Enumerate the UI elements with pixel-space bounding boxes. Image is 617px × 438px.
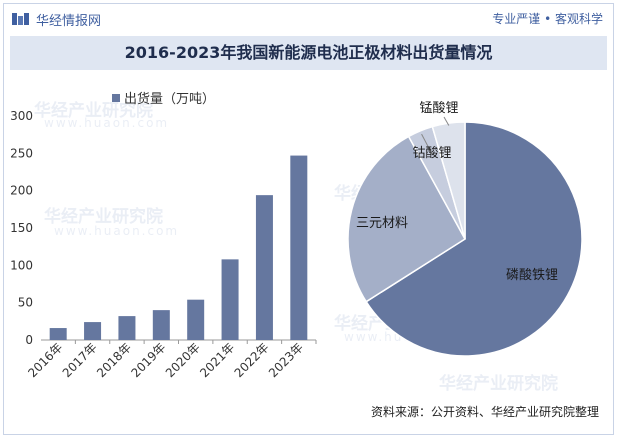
source-note: 资料来源：公开资料、华经产业研究院整理 [370, 405, 599, 419]
bar [118, 316, 136, 340]
bar-chart: 0501001502002503002016年2017年2018年2019年20… [10, 109, 317, 380]
pie-leader-line [443, 116, 450, 126]
y-tick-label: 50 [18, 296, 33, 310]
bar [187, 299, 205, 340]
chart-frame: 华经情报网 专业严谨 • 客观科学 2016-2023年我国新能源电池正极材料出… [3, 3, 614, 435]
pie-leader-line [421, 133, 433, 155]
y-tick-label: 100 [10, 258, 33, 272]
pie-label: 钴酸锂 [412, 146, 451, 161]
y-tick-label: 300 [10, 109, 33, 123]
slogan: 专业严谨 • 客观科学 [492, 12, 603, 26]
legend-label: 出货量（万吨） [124, 92, 216, 107]
y-tick-label: 200 [10, 184, 33, 198]
bar [221, 259, 239, 340]
pie-slice [347, 135, 466, 303]
pie-slice [365, 121, 583, 357]
pie-label: 磷酸铁锂 [506, 268, 558, 283]
watermark-text: 华经产业研究院 [34, 101, 153, 121]
brand-name: 华经情报网 [36, 14, 102, 29]
bar [255, 195, 273, 340]
bar [49, 328, 67, 340]
pie-chart: 磷酸铁锂 三元材料 钴酸锂 锰酸锂 [347, 101, 583, 357]
pie-label: 锰酸锂 [419, 101, 458, 116]
brand-logo-icon [12, 13, 29, 25]
bar [152, 310, 170, 340]
header-bar: 华经情报网 专业严谨 • 客观科学 [4, 4, 613, 32]
bar [84, 322, 102, 340]
y-tick-label: 0 [25, 333, 33, 347]
watermark-url: www.huaon.com [44, 116, 170, 130]
y-tick-label: 150 [10, 221, 33, 235]
watermark-text: 华经产业研究院 [439, 374, 558, 394]
watermark-text: 华经产业研究院 [44, 207, 163, 227]
pie-label: 三元材料 [356, 216, 408, 231]
bar [290, 155, 308, 340]
legend-swatch [112, 93, 120, 102]
pie-slice [431, 121, 466, 240]
watermark-url: www.huaon.com [54, 224, 180, 238]
bar-legend: 出货量（万吨） [112, 88, 215, 107]
y-tick-label: 250 [10, 146, 33, 160]
chart-title: 2016-2023年我国新能源电池正极材料出货量情况 [124, 43, 493, 62]
title-banner: 2016-2023年我国新能源电池正极材料出货量情况 [10, 36, 607, 70]
